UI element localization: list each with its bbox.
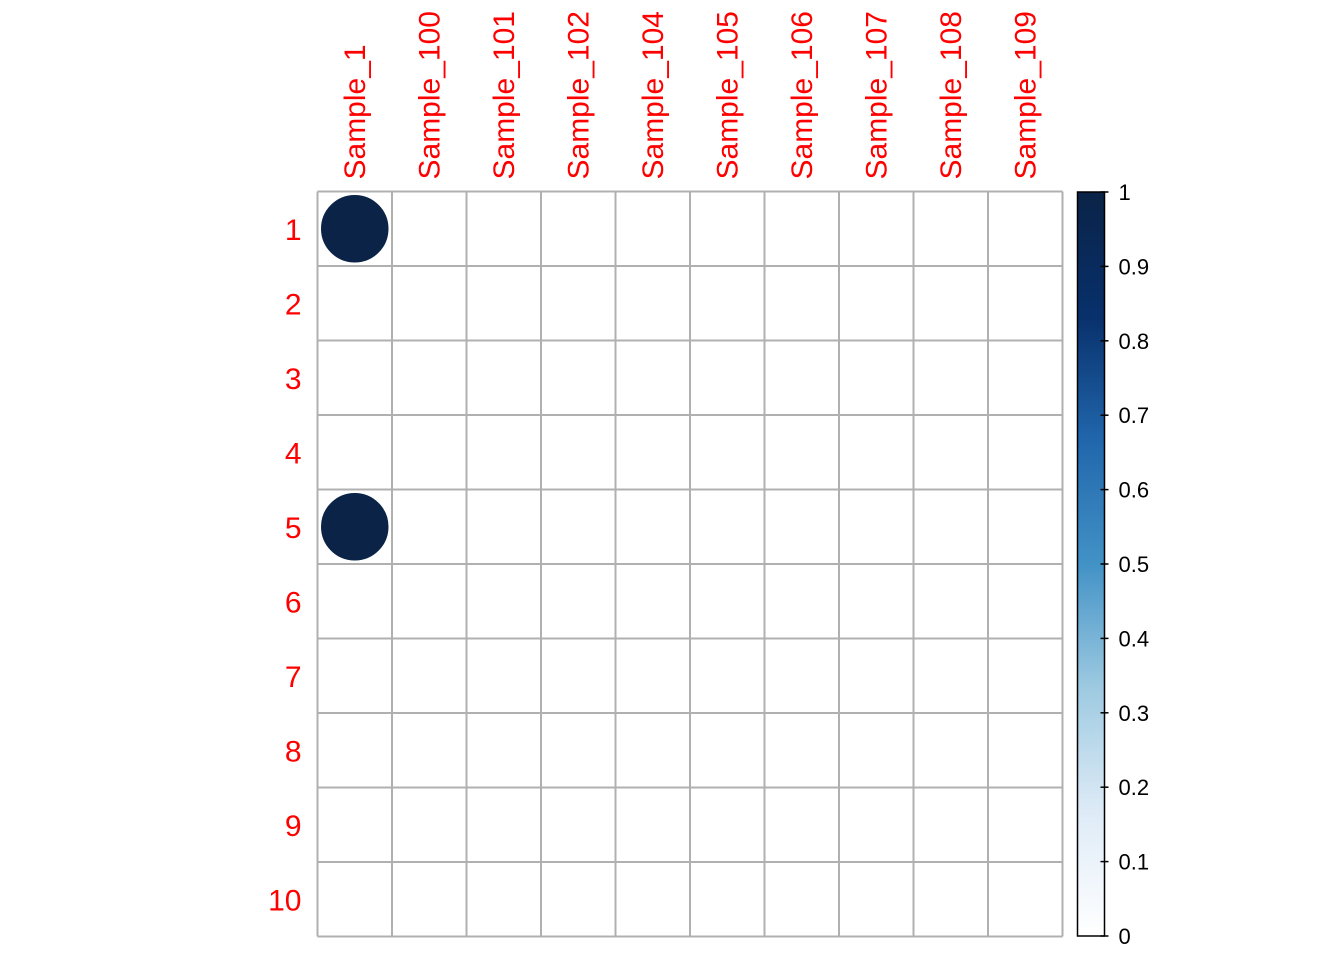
colorbar-tick-label: 0.4 — [1119, 626, 1150, 651]
row-label: 5 — [285, 512, 302, 545]
column-label: Sample_106 — [786, 11, 819, 179]
colorbar-tick-label: 0.9 — [1119, 254, 1150, 279]
colorbar-tick-label: 0.1 — [1119, 850, 1150, 875]
row-label: 9 — [285, 810, 302, 843]
colorbar-tick-label: 0.7 — [1119, 403, 1150, 428]
row-label: 3 — [285, 363, 302, 396]
row-label: 6 — [285, 586, 302, 619]
row-label: 8 — [285, 735, 302, 768]
row-label: 4 — [285, 437, 302, 470]
colorbar-tick-label: 0.3 — [1119, 701, 1150, 726]
colorbar-tick-label: 0.6 — [1119, 478, 1150, 503]
colorbar-tick-label: 0.2 — [1119, 775, 1150, 800]
colorbar-tick-label: 0.5 — [1119, 552, 1150, 577]
column-label: Sample_109 — [1009, 11, 1042, 179]
cell-marker — [320, 492, 390, 562]
column-label: Sample_102 — [562, 11, 595, 179]
column-label: Sample_1 — [339, 44, 372, 179]
column-label: Sample_108 — [935, 11, 968, 179]
column-labels: Sample_1 Sample_100 Sample_101 Sample_102 Sa… — [339, 11, 1043, 179]
grid-layer — [316, 190, 1064, 938]
column-label: Sample_101 — [488, 11, 521, 179]
column-label: Sample_100 — [413, 11, 446, 179]
row-label: 1 — [285, 214, 302, 247]
colorbar-tick-label: 0 — [1119, 924, 1131, 949]
marks-layer — [320, 194, 390, 562]
row-label: 10 — [268, 884, 301, 917]
column-label: Sample_105 — [711, 11, 744, 179]
column-label: Sample_104 — [637, 11, 670, 179]
row-label: 2 — [285, 288, 302, 321]
row-label: 7 — [285, 661, 302, 694]
cell-marker — [320, 194, 390, 264]
colorbar-tick-label: 1 — [1119, 180, 1131, 205]
colorbar-gradient — [1076, 191, 1106, 937]
row-labels: 1 2 3 4 5 6 7 8 9 10 — [268, 214, 301, 918]
colorbar: 0 0.1 0.2 0.3 0.4 0.5 0.6 0.7 0.8 0.9 1 — [1076, 180, 1150, 949]
column-label: Sample_107 — [860, 11, 893, 179]
colorbar-tick-label: 0.8 — [1119, 329, 1150, 354]
